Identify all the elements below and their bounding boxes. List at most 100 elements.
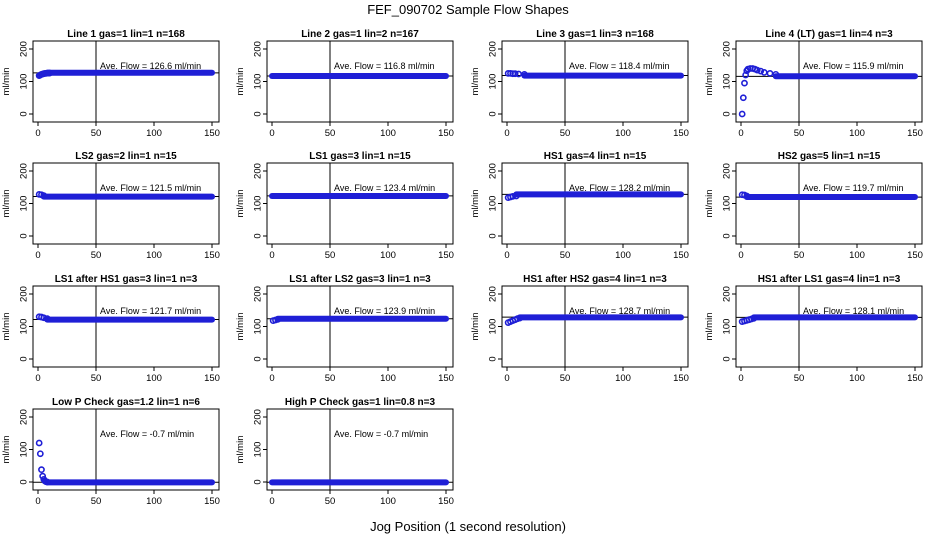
y-axis-label: ml/min [1,190,12,218]
plot-frame [735,40,923,123]
y-tick-label: 200 [722,41,733,57]
x-tick-label: 0 [738,250,743,261]
y-tick-label: 200 [19,41,30,57]
plot-frame [501,285,689,368]
x-tick-label: 150 [438,373,454,384]
y-axis-label: ml/min [704,68,715,96]
x-tick-label: 100 [146,496,162,507]
y-tick-label: 0 [19,111,30,116]
y-tick-label: 0 [488,356,499,361]
data-point [739,94,747,102]
x-tick-label: 0 [504,128,509,139]
x-tick-label: 150 [673,250,689,261]
average-annotation: Ave. Flow = 121.7 ml/min [100,306,201,316]
x-tick-label: 50 [91,128,102,139]
y-axis-label: ml/min [235,68,246,96]
x-tick-label: 100 [380,250,396,261]
x-tick-label: 0 [504,373,509,384]
data-point [750,314,758,322]
plot-frame [501,40,689,123]
y-tick-label: 0 [722,356,733,361]
y-tick-label: 100 [722,319,733,335]
y-axis-label: ml/min [470,68,481,96]
x-tick-label: 100 [615,373,631,384]
x-tick-label: 50 [794,128,805,139]
y-axis-label: ml/min [704,313,715,341]
y-tick-label: 200 [488,41,499,57]
y-tick-label: 100 [722,196,733,212]
panel-title: HS2 gas=5 lin=1 n=15 [778,151,881,162]
x-tick-label: 0 [269,373,274,384]
plot-frame [266,162,454,245]
data-point [509,192,517,200]
x-tick-label: 0 [35,373,40,384]
y-tick-label: 100 [19,442,30,458]
average-annotation: Ave. Flow = 121.5 ml/min [100,183,201,193]
average-annotation: Ave. Flow = 118.4 ml/min [569,61,669,71]
y-tick-label: 0 [19,233,30,238]
y-tick-label: 100 [253,319,264,335]
x-tick-label: 50 [560,373,571,384]
plot-frame [266,40,454,123]
y-tick-label: 100 [253,74,264,90]
y-tick-label: 200 [19,409,30,425]
x-tick-label: 50 [560,128,571,139]
x-tick-label: 50 [794,250,805,261]
data-point [753,66,761,74]
y-tick-label: 200 [253,409,264,425]
y-tick-label: 200 [722,286,733,302]
x-tick-label: 150 [438,128,454,139]
y-tick-label: 0 [253,111,264,116]
y-axis-label: ml/min [1,68,12,96]
plot-frame [735,162,923,245]
panel-title: LS1 gas=3 lin=1 n=15 [309,151,411,162]
average-annotation: Ave. Flow = -0.7 ml/min [100,429,194,439]
x-axis-caption: Jog Position (1 second resolution) [370,519,566,534]
x-tick-label: 100 [615,250,631,261]
plot-frame [32,285,220,368]
x-tick-label: 100 [146,250,162,261]
x-tick-label: 150 [673,373,689,384]
plot-frame [501,162,689,245]
data-point [521,70,528,78]
y-tick-label: 200 [253,41,264,57]
y-tick-label: 0 [488,233,499,238]
x-tick-label: 150 [438,250,454,261]
y-tick-label: 100 [19,319,30,335]
y-tick-label: 200 [253,163,264,179]
y-tick-label: 100 [488,74,499,90]
data-point [40,192,48,200]
data-point [515,70,522,78]
data-point [741,79,748,87]
panel-title: HS1 gas=4 lin=1 n=15 [544,151,647,162]
y-tick-label: 100 [253,442,264,458]
y-axis-label: ml/min [235,313,246,341]
average-annotation: Ave. Flow = 128.1 ml/min [803,306,904,316]
x-tick-label: 0 [35,250,40,261]
plot-frame [266,408,454,491]
y-tick-label: 100 [19,74,30,90]
y-axis-label: ml/min [470,313,481,341]
x-tick-label: 50 [91,496,102,507]
y-tick-label: 200 [253,286,264,302]
data-point [40,314,48,322]
average-annotation: Ave. Flow = 123.9 ml/min [334,306,435,316]
plot-frame [32,40,220,123]
x-tick-label: 150 [907,250,923,261]
panel-title: Line 3 gas=1 lin=3 n=168 [536,29,654,40]
data-point [766,69,774,77]
data-point [738,110,746,118]
y-axis-label: ml/min [470,190,481,218]
x-tick-label: 100 [615,128,631,139]
panel-title: HS1 after HS2 gas=4 lin=1 n=3 [523,274,667,285]
x-tick-label: 150 [907,128,923,139]
y-tick-label: 200 [488,286,499,302]
y-axis-label: ml/min [235,436,246,464]
y-tick-label: 0 [253,356,264,361]
y-tick-label: 0 [253,479,264,484]
y-axis-label: ml/min [704,190,715,218]
x-tick-label: 100 [146,128,162,139]
x-tick-label: 150 [204,250,220,261]
x-tick-label: 150 [204,373,220,384]
